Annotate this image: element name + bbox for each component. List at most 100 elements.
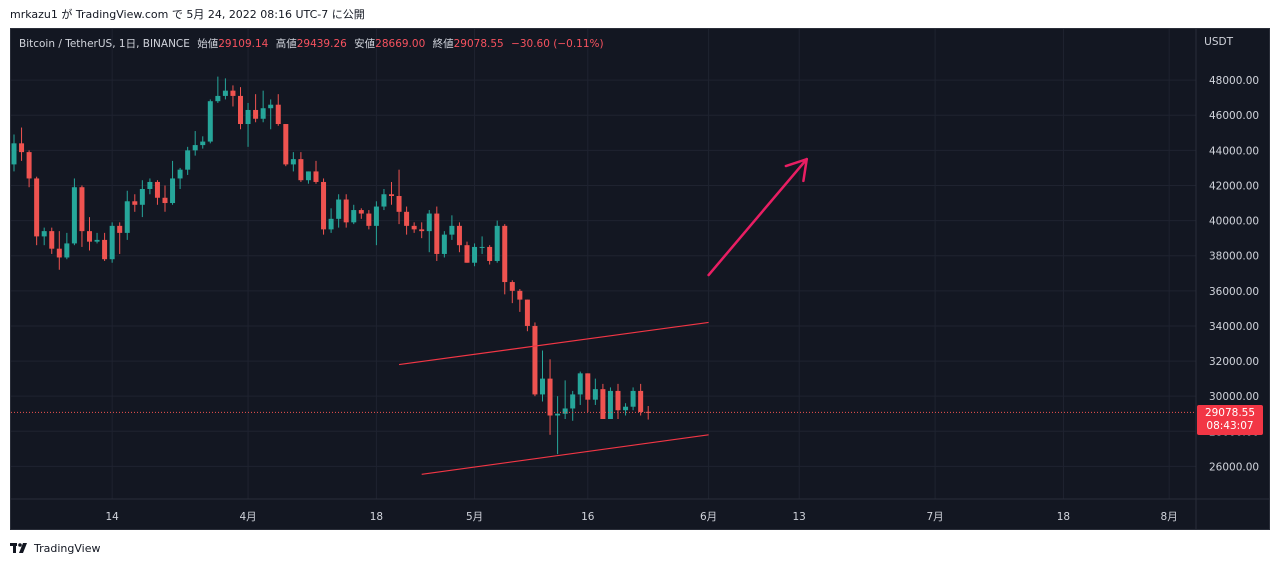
candle-body	[396, 196, 402, 212]
candle-body	[366, 213, 372, 226]
y-tick-label: 46000.00	[1209, 110, 1259, 122]
candle-body	[615, 390, 621, 411]
candle-body	[321, 181, 327, 230]
symbol-label[interactable]: Bitcoin / TetherUS, 1日, BINANCE	[19, 38, 190, 50]
candle-body	[389, 194, 394, 197]
candle-body	[524, 299, 530, 326]
y-tick-label: 48000.00	[1209, 75, 1259, 87]
candle-body	[275, 104, 281, 125]
candle-body	[313, 171, 319, 182]
candle-body	[358, 210, 364, 214]
trendline	[421, 434, 709, 475]
high-value: 29439.26	[296, 38, 347, 50]
tradingview-logo-icon	[10, 543, 27, 553]
candle-body	[351, 210, 357, 223]
last-price-value: 29078.55	[1204, 407, 1256, 420]
candle-body	[283, 124, 289, 165]
candle-body	[102, 239, 108, 260]
x-tick-label: 5月	[466, 511, 483, 523]
candle-body	[645, 411, 651, 413]
x-tick-label: 6月	[700, 511, 717, 523]
candle-body	[298, 159, 304, 181]
candle-body	[411, 225, 417, 230]
last-price-tag: 29078.55 08:43:07	[1197, 405, 1263, 436]
y-tick-label: 42000.00	[1209, 180, 1259, 192]
candle-body	[207, 101, 213, 142]
candle-body	[464, 245, 470, 263]
y-tick-label: 44000.00	[1209, 145, 1259, 157]
y-tick-label: 38000.00	[1209, 251, 1259, 263]
arrow-head	[784, 157, 808, 168]
candle-body	[56, 248, 62, 258]
candle-body	[328, 218, 334, 230]
candle-body	[49, 231, 55, 249]
candle-body	[373, 206, 379, 226]
chart-panel[interactable]: 26000.0028000.0030000.0032000.0034000.00…	[10, 28, 1270, 530]
candle-body	[509, 282, 515, 291]
candle-body	[132, 201, 138, 205]
close-label: 終値	[432, 38, 454, 50]
candle-body	[162, 197, 168, 204]
bar-countdown: 08:43:07	[1206, 420, 1254, 433]
candle-body	[200, 141, 206, 146]
candle-body	[638, 390, 644, 412]
x-tick-label: 16	[581, 511, 595, 523]
candle-body	[381, 194, 387, 207]
candle-body	[222, 90, 228, 96]
change-value: −30.60 (−0.11%)	[511, 38, 604, 50]
candle-body	[268, 104, 274, 109]
candle-body	[585, 373, 591, 400]
y-tick-label: 36000.00	[1209, 286, 1259, 298]
candle-body	[456, 225, 462, 246]
candle-body	[419, 229, 425, 232]
candle-body	[230, 90, 236, 96]
low-value: 28669.00	[375, 38, 426, 50]
footer-brand: TradingView	[34, 541, 101, 555]
candle-body	[260, 108, 266, 119]
candle-body	[19, 143, 25, 153]
arrow-shaft	[707, 157, 808, 277]
candle-body	[253, 109, 259, 119]
candle-body	[404, 211, 410, 226]
x-tick-label: 18	[370, 511, 383, 523]
candle-body	[540, 378, 545, 395]
candle-body	[426, 213, 432, 232]
candle-body	[154, 181, 160, 198]
candle-body	[562, 408, 568, 414]
x-tick-label: 7月	[927, 511, 944, 523]
candle-body	[502, 225, 508, 283]
candle-body	[343, 199, 349, 223]
candle-body	[441, 234, 447, 254]
candle-body	[41, 231, 47, 237]
open-value: 29109.14	[218, 38, 269, 50]
candle-body	[170, 178, 176, 204]
y-tick-label: 34000.00	[1209, 321, 1259, 333]
candle-body	[449, 225, 455, 235]
candle-body	[434, 213, 440, 254]
candle-body	[192, 145, 198, 151]
y-tick-label: 32000.00	[1209, 356, 1259, 368]
ohlc-legend: Bitcoin / TetherUS, 1日, BINANCE 始値29109.…	[19, 36, 604, 51]
publish-info: mrkazu1 が TradingView.com で 5月 24, 2022 …	[10, 8, 365, 21]
candlestick-chart[interactable]: 26000.0028000.0030000.0032000.0034000.00…	[11, 29, 1269, 529]
candle-body	[11, 143, 17, 165]
candle-body	[185, 150, 191, 170]
chart-background	[11, 29, 1269, 529]
candle-body	[87, 231, 92, 242]
candle-body	[494, 225, 500, 261]
candle-body	[34, 178, 40, 237]
candle-body	[577, 373, 583, 395]
candle-body	[555, 413, 561, 416]
candle-body	[570, 394, 576, 409]
currency-label[interactable]: USDT	[1204, 36, 1233, 48]
candle-body	[124, 201, 130, 233]
candle-body	[139, 188, 145, 205]
candle-body	[215, 95, 221, 102]
candle-body	[600, 389, 606, 420]
open-label: 始値	[197, 38, 219, 50]
candle-body	[177, 169, 183, 179]
x-tick-label: 8月	[1161, 511, 1178, 523]
candle-body	[147, 181, 153, 189]
candle-body	[79, 187, 85, 232]
candle-body	[472, 246, 478, 263]
